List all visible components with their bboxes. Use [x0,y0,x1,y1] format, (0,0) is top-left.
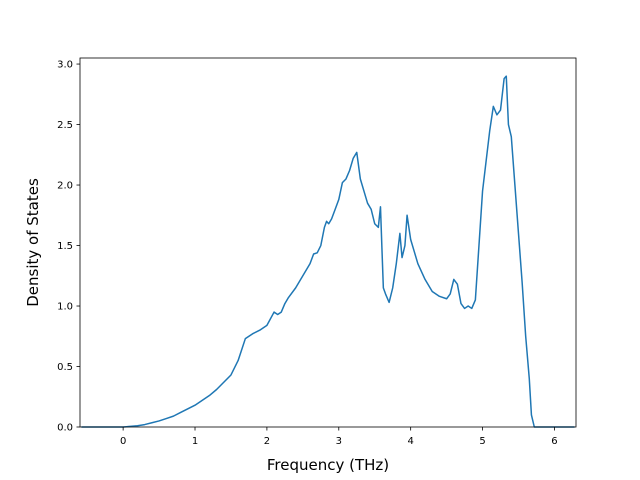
plot-area [80,58,576,427]
y-tick-label: 1.5 [57,241,73,252]
y-tick-label: 3.0 [57,60,73,71]
plot-frame [79,57,577,428]
x-tick-label: 6 [551,436,557,447]
x-tick-label: 2 [264,436,270,447]
y-axis-label: Density of States [24,178,42,307]
x-tick-label: 1 [192,436,198,447]
x-tick-label: 4 [407,436,413,447]
x-tick-label: 5 [479,436,485,447]
dos-series-line [81,75,575,428]
x-tick-label: 0 [120,436,126,447]
y-tick-label: 2.5 [57,120,73,131]
y-tick-label: 0.5 [57,362,73,373]
y-tick-label: 1.0 [57,302,73,313]
x-tick-label: 3 [336,436,342,447]
x-axis-label: Frequency (THz) [267,456,389,474]
y-tick-label: 2.0 [57,181,73,192]
y-tick-label: 0.0 [57,423,73,434]
